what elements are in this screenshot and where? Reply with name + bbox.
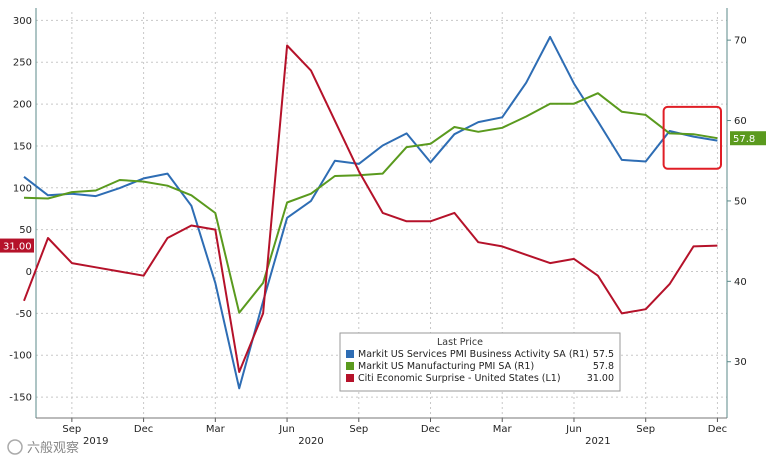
legend-swatch — [346, 362, 354, 370]
watermark-logo-icon — [7, 439, 23, 455]
legend-box — [339, 332, 621, 392]
x-tick-label: Sep — [349, 424, 368, 435]
legend-value: 57.5 — [593, 349, 614, 360]
y-tick-label-left: -100 — [9, 351, 32, 362]
x-tick-label: Dec — [708, 424, 727, 435]
y-tick-label-left: 0 — [26, 267, 32, 278]
axes — [35, 8, 731, 422]
last-value-tag-right-text: 57.8 — [733, 134, 755, 145]
y-tick-label-right: 30 — [734, 357, 747, 368]
last-value-tag-right — [730, 131, 766, 146]
last-value-tags: 31.00 57.8 — [0, 131, 766, 253]
x-year-label: 2020 — [298, 436, 323, 447]
legend-label: Citi Economic Surprise - United States (… — [358, 373, 561, 384]
y-tick-label-left: 50 — [19, 225, 32, 236]
legend-title: Last Price — [437, 337, 483, 348]
watermark: 六般观察 — [7, 439, 79, 456]
legend-swatch — [346, 374, 354, 382]
watermark-text: 六般观察 — [27, 440, 79, 456]
x-tick-label: Mar — [493, 424, 513, 435]
legend-value: 57.8 — [593, 361, 614, 372]
y-tick-label-right: 50 — [734, 196, 747, 207]
tick-labels: 300 250 200 150 100 50 0 -50 -100 -150 70 60 50 40 30 S… — [9, 16, 746, 447]
y-tick-label-right: 60 — [734, 116, 747, 127]
y-tick-label-right: 70 — [734, 36, 747, 47]
legend-swatch — [346, 350, 354, 358]
x-tick-label: Dec — [134, 424, 153, 435]
y-tick-label-left: 300 — [13, 16, 32, 27]
legend-label: Markit US Manufacturing PMI SA (R1) — [358, 361, 534, 372]
highlight-box — [662, 105, 722, 170]
y-tick-label-left: -150 — [9, 393, 32, 404]
series-line-manufacturing-pmi — [23, 92, 718, 314]
legend-label: Markit US Services PMI Business Activity… — [358, 349, 589, 360]
highlight-rect — [662, 105, 722, 170]
series-line-services-pmi — [23, 35, 718, 390]
y-tick-label-right: 40 — [734, 277, 747, 288]
y-tick-label-left: 250 — [13, 58, 32, 69]
x-tick-label: Jun — [565, 424, 582, 435]
x-year-label: 2019 — [83, 436, 108, 447]
x-year-label: 2021 — [585, 436, 610, 447]
y-tick-label-left: 200 — [13, 100, 32, 111]
y-tick-label-left: 100 — [13, 183, 32, 194]
legend-value: 31.00 — [587, 373, 614, 384]
y-tick-label-left: 150 — [13, 141, 32, 152]
last-value-tag-left — [0, 238, 34, 253]
y-tick-label-left: -50 — [16, 309, 32, 320]
x-tick-label: Sep — [62, 424, 81, 435]
x-tick-label: Mar — [206, 424, 226, 435]
x-tick-label: Sep — [636, 424, 655, 435]
x-tick-label: Jun — [278, 424, 295, 435]
series-lines — [23, 35, 718, 390]
last-value-tag-left-text: 31.00 — [3, 242, 32, 253]
series-line-citi-surprise — [23, 44, 718, 373]
x-tick-label: Dec — [421, 424, 440, 435]
